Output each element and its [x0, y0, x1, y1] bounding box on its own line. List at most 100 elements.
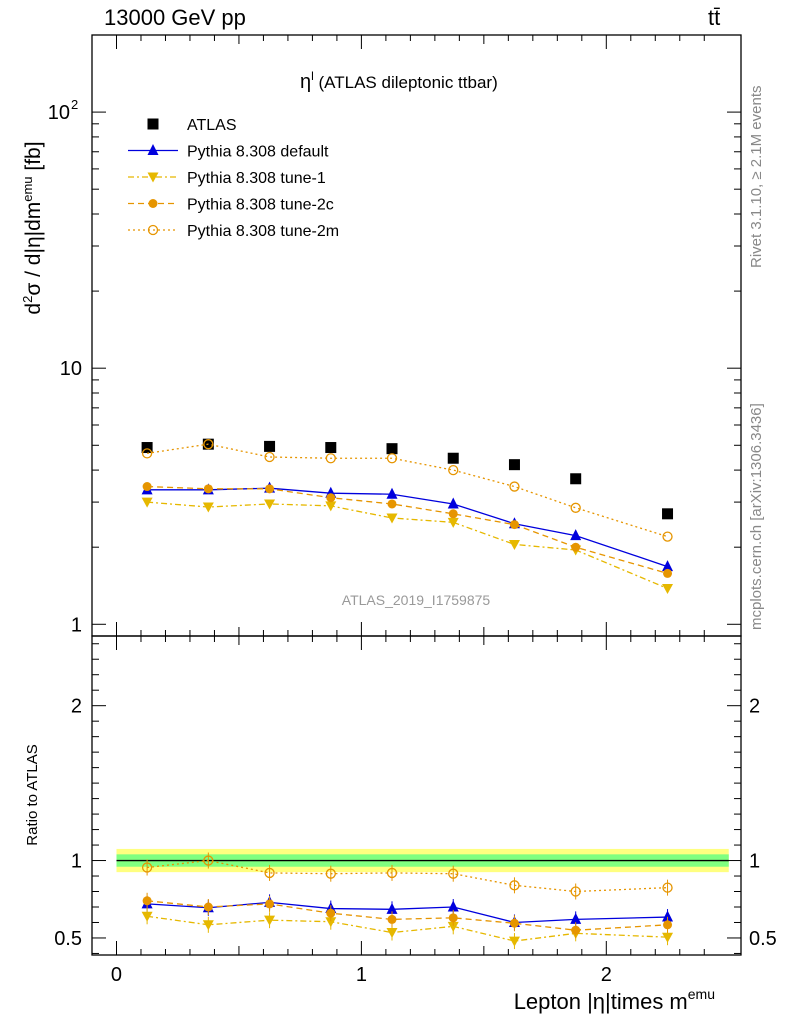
data-point: [662, 910, 674, 922]
data-point: [142, 896, 152, 906]
series-line: [147, 487, 668, 568]
data-point: [663, 920, 673, 930]
ratio-series-2: [142, 892, 673, 939]
data-point: [570, 529, 582, 541]
data-point: [141, 442, 153, 454]
series-line: [147, 915, 668, 942]
data-point: [386, 902, 398, 914]
data-point: [203, 855, 214, 866]
data-point: [326, 493, 336, 503]
series-4: [141, 439, 673, 542]
data-point: [447, 517, 459, 528]
data-point: [509, 481, 520, 492]
data-point: [448, 868, 459, 879]
data-point: [447, 900, 459, 912]
data-point: [141, 911, 153, 922]
legend-marker: [147, 224, 159, 236]
data-point: [202, 920, 214, 931]
data-point: [386, 487, 398, 499]
data-point: [325, 442, 337, 454]
series-line: [147, 900, 668, 931]
data-point: [265, 899, 275, 909]
data-point: [326, 908, 336, 918]
data-point: [662, 932, 674, 943]
ratio-panel: 0.5 0.5 1 1 2 2 0 1 2 Ratio to ATLAS Lepton |η|tim…: [24, 635, 777, 1014]
data-point: [386, 513, 398, 524]
series-0: [141, 438, 674, 520]
legend-label: Pythia 8.308 default: [187, 144, 329, 161]
data-point: [662, 583, 674, 594]
data-point: [570, 473, 582, 485]
y-tick-label-right: 2: [749, 696, 760, 718]
data-point: [570, 502, 581, 513]
legend-entry: Pythia 8.308 default: [128, 144, 329, 161]
data-point: [387, 914, 397, 924]
series-2: [141, 497, 674, 594]
data-point: [264, 499, 276, 510]
data-point: [571, 925, 581, 935]
y-tick-label: 10: [60, 358, 82, 380]
y-tick-label: 1: [71, 614, 82, 636]
series-line: [147, 443, 668, 538]
data-point: [387, 499, 397, 509]
ratio-series-3: [141, 852, 673, 900]
data-point: [508, 539, 520, 550]
legend-entry: Pythia 8.308 tune-1: [128, 170, 326, 187]
data-point: [662, 882, 673, 893]
data-point: [662, 560, 674, 572]
series-3: [142, 482, 673, 578]
data-point: [264, 915, 276, 926]
data-point: [386, 928, 398, 939]
data-point: [508, 459, 520, 471]
legend-entry: Pythia 8.308 tune-2c: [128, 197, 334, 214]
data-point: [386, 443, 398, 455]
data-point: [141, 497, 153, 508]
data-point: [662, 508, 674, 520]
process-label: tt̄: [708, 5, 721, 30]
legend-marker: [147, 172, 159, 183]
legend-label: Pythia 8.308 tune-2m: [187, 223, 339, 240]
analysis-watermark: ATLAS_2019_I1759875: [342, 592, 491, 608]
legend-marker: [147, 144, 159, 155]
ratio-series-0: [141, 894, 674, 931]
legend-label: Pythia 8.308 tune-2c: [187, 197, 334, 214]
legend-entry: Pythia 8.308 tune-2m: [128, 223, 339, 240]
data-point: [264, 867, 275, 879]
y-tick-label-right: 0.5: [749, 928, 777, 950]
data-point: [142, 482, 152, 492]
ratio-frame: [91, 635, 742, 956]
y-tick-label-right: 1: [749, 851, 760, 873]
data-point: [509, 520, 519, 530]
x-tick-label: 1: [356, 964, 367, 986]
series-line: [147, 485, 668, 575]
plot-title: ηl (ATLAS dileptonic ttbar): [300, 69, 498, 93]
legend-label: ATLAS: [187, 117, 237, 134]
x-axis-label: Lepton |η|times memu: [514, 986, 715, 1014]
y-tick-label: 10: [48, 102, 70, 124]
data-point: [141, 862, 153, 873]
legend-label: Pythia 8.308 tune-1: [187, 170, 326, 187]
ratio-y-axis-label: Ratio to ATLAS: [24, 744, 41, 845]
data-point: [264, 451, 275, 463]
y-tick-label: 2: [71, 696, 82, 718]
data-point: [448, 509, 458, 519]
data-point: [662, 531, 673, 542]
data-point: [509, 918, 519, 928]
data-point: [447, 452, 459, 464]
x-tick-label: 2: [601, 964, 612, 986]
data-point: [325, 868, 336, 879]
data-point: [203, 902, 213, 912]
data-point: [386, 867, 398, 879]
data-point: [570, 912, 582, 924]
ratio-series-1: [141, 908, 674, 950]
data-point: [448, 464, 459, 476]
data-point: [202, 502, 214, 513]
data-point: [509, 880, 520, 891]
y-tick-label: 0.5: [54, 928, 82, 950]
data-point: [203, 484, 213, 494]
data-point: [386, 453, 398, 464]
data-point: [571, 542, 581, 552]
data-point: [265, 484, 275, 494]
